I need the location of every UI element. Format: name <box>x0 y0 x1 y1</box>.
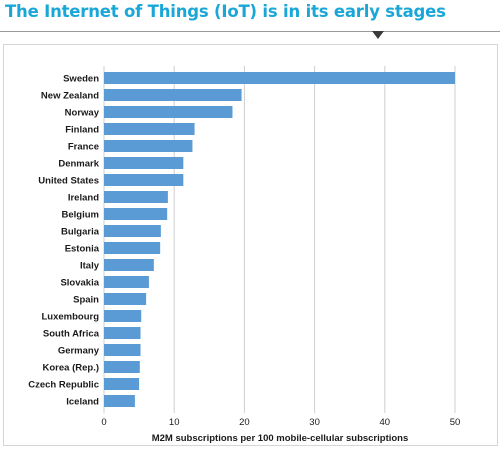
category-label: Finland <box>65 125 99 136</box>
category-label: France <box>68 142 99 153</box>
bar-germany <box>104 344 141 356</box>
category-label: South Africa <box>43 329 100 340</box>
x-tick-label: 30 <box>309 417 320 428</box>
bar-new-zealand <box>104 89 242 101</box>
bar-spain <box>104 293 147 305</box>
category-label: Luxembourg <box>41 312 99 323</box>
bar-ireland <box>104 191 168 203</box>
bar-bulgaria <box>104 225 161 237</box>
category-label: Spain <box>73 295 99 306</box>
category-label: Korea (Rep.) <box>43 363 99 374</box>
x-tick-label: 50 <box>450 417 461 428</box>
bar-italy <box>104 259 154 271</box>
page-title: The Internet of Things (IoT) is in its e… <box>5 2 446 21</box>
category-label: Germany <box>58 346 100 357</box>
bar-united-states <box>104 174 184 186</box>
category-label: United States <box>38 176 99 187</box>
x-axis-label: M2M subscriptions per 100 mobile-cellula… <box>152 433 409 444</box>
bars <box>104 72 455 407</box>
x-tick-label: 40 <box>380 417 391 428</box>
category-label: Bulgaria <box>61 227 100 238</box>
category-labels: Sweden New Zealand Norway Finland France Denm… <box>28 74 99 408</box>
bar-france <box>104 140 193 152</box>
bar-finland <box>104 123 195 135</box>
category-label: New Zealand <box>41 91 99 102</box>
category-label: Belgium <box>62 210 99 221</box>
bar-denmark <box>104 157 184 169</box>
x-tick-label: 10 <box>169 417 180 428</box>
bar-estonia <box>104 242 161 254</box>
triangle-marker-icon <box>372 31 384 39</box>
category-label: Estonia <box>65 244 100 255</box>
category-label: Sweden <box>63 74 99 85</box>
x-tick-label: 20 <box>239 417 250 428</box>
bar-korea-rep <box>104 361 140 373</box>
chart-frame <box>3 44 498 446</box>
bar-belgium <box>104 208 168 220</box>
bar-sweden <box>104 72 455 84</box>
title-divider <box>0 31 500 32</box>
category-label: Czech Republic <box>28 380 99 391</box>
category-label: Ireland <box>68 193 99 204</box>
category-label: Iceland <box>66 397 99 408</box>
x-tick-labels: 0 10 20 30 40 50 <box>101 417 460 428</box>
category-label: Italy <box>80 261 100 272</box>
category-label: Denmark <box>58 159 99 170</box>
category-label: Norway <box>65 108 100 119</box>
bar-czech-republic <box>104 378 140 390</box>
bar-luxembourg <box>104 310 142 322</box>
bar-iceland <box>104 395 135 407</box>
bar-south-africa <box>104 327 141 339</box>
gridlines <box>103 66 456 413</box>
bar-slovakia <box>104 276 149 288</box>
bar-norway <box>104 106 233 118</box>
category-label: Slovakia <box>60 278 99 289</box>
x-tick-label: 0 <box>101 417 106 428</box>
